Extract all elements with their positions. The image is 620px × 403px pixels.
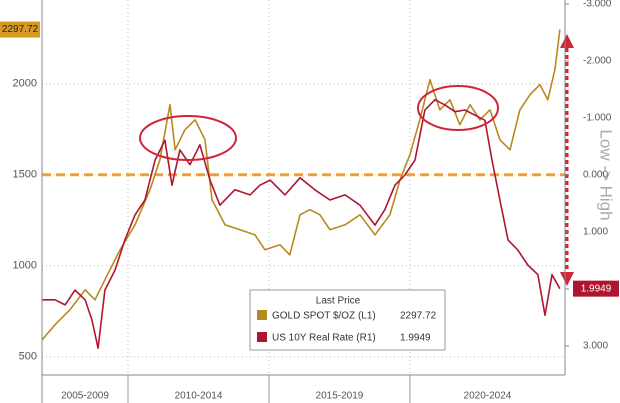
- last-value-box: [0, 21, 40, 38]
- last-value-box: [573, 280, 619, 297]
- x-tick-label: 2015-2019: [316, 391, 364, 402]
- legend-label: US 10Y Real Rate (R1): [272, 333, 376, 344]
- legend-swatch: [257, 310, 267, 320]
- legend-swatch: [257, 332, 267, 342]
- x-tick-label: 2020-2024: [464, 391, 512, 402]
- highlight-circle: [417, 85, 499, 131]
- arrow-head: [560, 272, 574, 286]
- y-tick-label: 500: [19, 351, 37, 363]
- legend-label: GOLD SPOT $/OZ (L1): [272, 311, 376, 322]
- x-tick-label: 2005-2009: [61, 391, 109, 402]
- legend-title: Last Price: [316, 296, 361, 307]
- highlight-circle: [139, 115, 237, 161]
- plot: [41, 29, 565, 349]
- legend-value: 1.9949: [400, 333, 431, 344]
- series-line: [41, 29, 561, 341]
- legend: Last Price GOLD SPOT $/OZ (L1) 2297.72 U…: [249, 289, 446, 351]
- legend-box: [249, 289, 446, 351]
- legend-value: 2297.72: [400, 311, 437, 322]
- y2-tick-label: 3.000: [583, 341, 608, 352]
- y2-tick-label: -2.000: [583, 56, 612, 67]
- y-tick-label: 2000: [13, 78, 37, 90]
- y2-axis-label: Low -> High: [597, 129, 616, 220]
- series-line: [42, 98, 561, 349]
- last-value-label: 1.9949: [581, 283, 612, 294]
- y2-tick-label: 1.000: [583, 227, 608, 238]
- last-value-label: 2297.72: [2, 24, 39, 35]
- y2-tick-label: -1.000: [583, 113, 612, 124]
- y-tick-label: 1000: [13, 260, 37, 272]
- arrow-head: [560, 34, 574, 48]
- y2-tick-label: -3.000: [583, 0, 612, 10]
- y-tick-label: 1500: [13, 169, 37, 181]
- y2-tick-label: 0.000: [583, 170, 608, 181]
- x-tick-label: 2010-2014: [175, 391, 223, 402]
